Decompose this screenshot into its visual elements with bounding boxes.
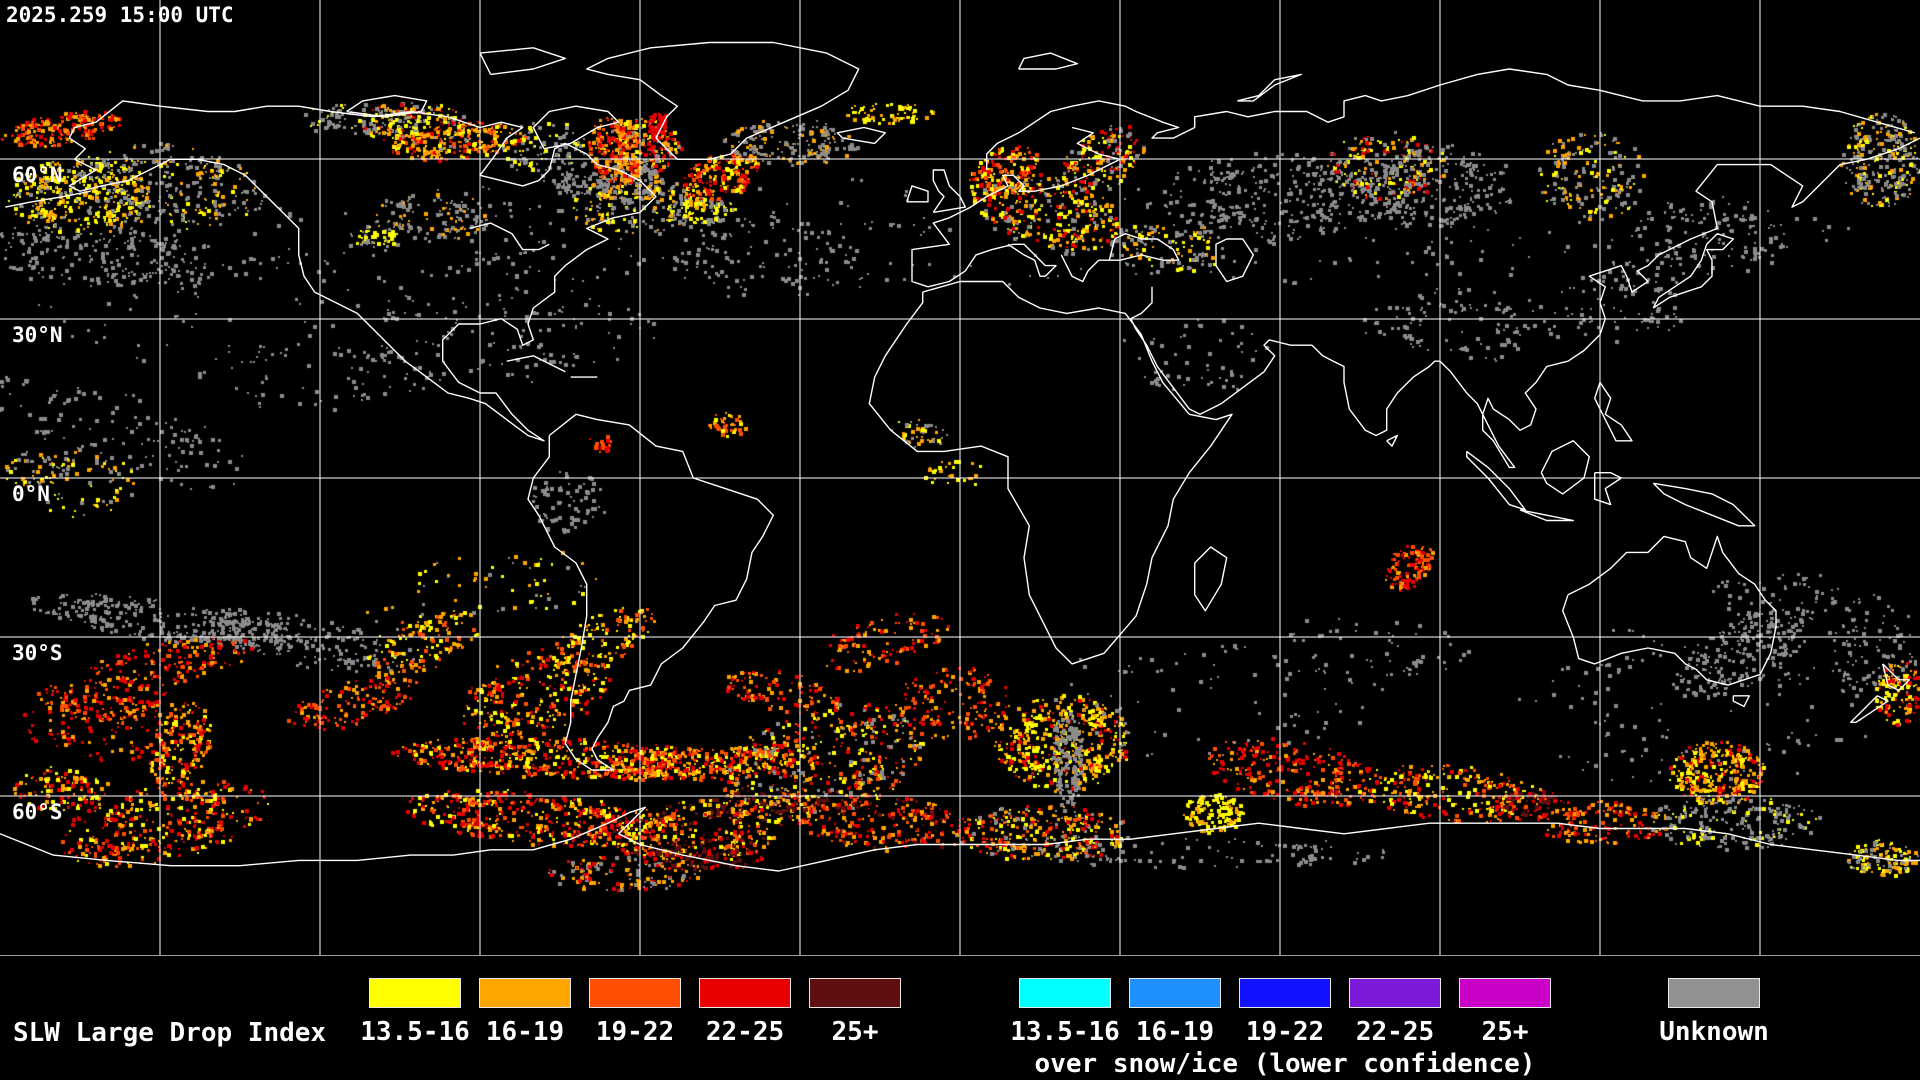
lat-label: 0°N	[12, 482, 50, 506]
coastlines-and-grid	[0, 0, 1920, 956]
legend-swatch-label: 25+	[1481, 1017, 1529, 1047]
legend-swatch-13.5-16	[369, 978, 461, 1008]
legend: SLW Large Drop Index 13.5-16 16-19 19-22 22…	[0, 956, 1920, 1080]
lat-label: 60°S	[12, 800, 63, 824]
legend-title: SLW Large Drop Index	[13, 1018, 327, 1048]
legend-swatch-label: 22-25	[1355, 1017, 1435, 1047]
legend-swatch-19-22	[589, 978, 681, 1008]
legend-swatch-22-25	[1349, 978, 1441, 1008]
legend-swatch-13.5-16	[1019, 978, 1111, 1008]
legend-swatch-16-19	[1129, 978, 1221, 1008]
coastline-path	[0, 41, 1920, 872]
legend-swatch-unknown	[1668, 978, 1760, 1008]
legend-swatch-label: 16-19	[485, 1017, 565, 1047]
legend-swatch-label: 13.5-16	[360, 1017, 470, 1047]
lat-label: 60°N	[12, 163, 63, 187]
legend-swatch-label: 22-25	[705, 1017, 785, 1047]
legend-swatch-label: 25+	[831, 1017, 879, 1047]
lat-label: 30°S	[12, 641, 63, 665]
lat-label: 30°N	[12, 323, 63, 347]
legend-swatch-label: 19-22	[1245, 1017, 1325, 1047]
legend-swatch-22-25	[699, 978, 791, 1008]
legend-unknown-label: Unknown	[1659, 1017, 1769, 1047]
legend-swatch-25+	[809, 978, 901, 1008]
legend-swatch-25+	[1459, 978, 1551, 1008]
legend-swatch-19-22	[1239, 978, 1331, 1008]
legend-swatch-16-19	[479, 978, 571, 1008]
world-map: 2025.259 15:00 UTC 60°N 30°N 0°N 30°S 60°S	[0, 0, 1920, 956]
legend-swatch-label: 16-19	[1135, 1017, 1215, 1047]
timestamp: 2025.259 15:00 UTC	[6, 3, 234, 27]
snow-ice-caption: over snow/ice (lower confidence)	[1034, 1049, 1536, 1079]
legend-swatch-label: 19-22	[595, 1017, 675, 1047]
legend-swatch-label: 13.5-16	[1010, 1017, 1120, 1047]
